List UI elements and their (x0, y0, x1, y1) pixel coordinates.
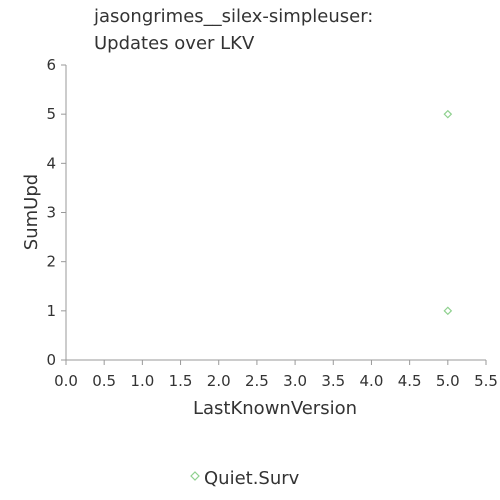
y-tick-label: 1 (46, 302, 56, 320)
y-tick-label: 0 (46, 351, 56, 369)
legend-marker-quiet-surv (190, 471, 200, 481)
y-axis-label: SumUpd (21, 174, 42, 250)
data-point (443, 109, 453, 119)
chart-title-line-1: jasongrimes__silex-simpleuser: (94, 6, 374, 27)
x-tick-label: 5.0 (436, 372, 460, 390)
x-tick-label: 4.0 (360, 372, 384, 390)
x-tick-label: 0.0 (54, 372, 78, 390)
data-points (443, 109, 453, 316)
x-tick-label: 4.5 (398, 372, 422, 390)
x-tick-label: 0.5 (92, 372, 116, 390)
y-tick-label: 6 (46, 56, 56, 74)
y-tick-label: 2 (46, 253, 56, 271)
x-tick-label: 5.5 (474, 372, 498, 390)
legend-label-quiet-surv: Quiet.Surv (204, 468, 300, 489)
legend: Quiet.Surv (190, 468, 300, 489)
tick-labels: 0 1 2 3 4 5 6 0.0 0.5 1.0 1.5 2.0 2.5 3.0 3.5 4.0 4.5 5.0… (46, 56, 497, 390)
x-axis-label: LastKnownVersion (193, 398, 357, 419)
x-tick-label: 2.5 (245, 372, 269, 390)
chart-title-line-2: Updates over LKV (94, 33, 255, 54)
x-tick-label: 3.5 (321, 372, 345, 390)
y-tick-label: 3 (46, 204, 56, 222)
y-tick-label: 4 (46, 154, 56, 172)
axes (61, 64, 487, 365)
x-tick-label: 1.0 (130, 372, 154, 390)
x-tick-label: 1.5 (169, 372, 193, 390)
data-point (443, 306, 453, 316)
y-tick-label: 5 (46, 105, 56, 123)
x-tick-label: 3.0 (283, 372, 307, 390)
x-tick-label: 2.0 (207, 372, 231, 390)
